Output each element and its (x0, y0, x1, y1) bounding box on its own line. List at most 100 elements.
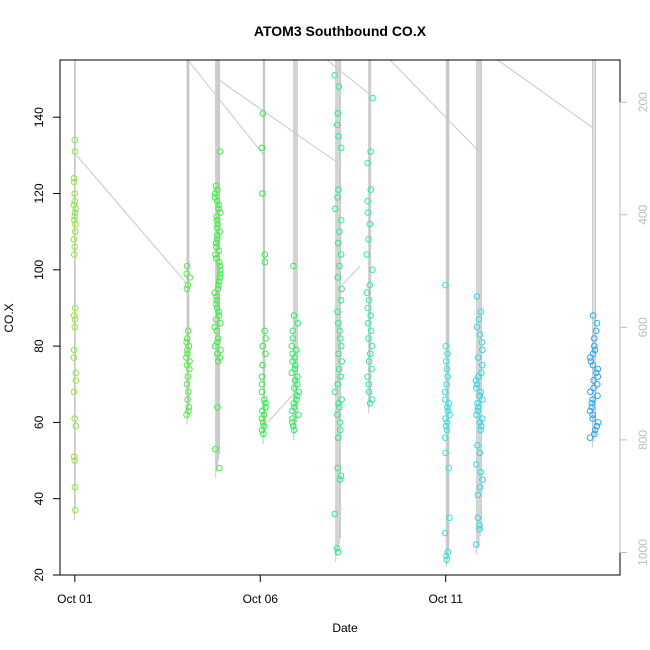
data-point (365, 335, 372, 342)
data-point (211, 342, 219, 350)
data-point (291, 403, 298, 411)
data-point (214, 186, 221, 194)
data-point (216, 274, 224, 281)
right-y-axis: 200 400 600 800 1000 (619, 92, 650, 566)
data-point (365, 380, 373, 388)
data-point (364, 159, 371, 167)
data-point (334, 110, 341, 117)
data-point (476, 525, 483, 533)
data-point (334, 411, 341, 419)
data-point (212, 300, 220, 308)
right-y-tick-label: 600 (636, 317, 650, 337)
data-point (334, 239, 342, 247)
data-point (258, 380, 266, 388)
data-point (364, 319, 372, 327)
right-y-tick-label: 200 (636, 92, 650, 112)
data-point (591, 346, 599, 354)
data-point (336, 262, 343, 270)
data-point (368, 396, 376, 403)
data-point (289, 422, 297, 430)
data-point (294, 319, 301, 327)
data-point (215, 258, 223, 266)
data-point (365, 297, 373, 304)
data-point (71, 483, 79, 491)
data-point (261, 251, 269, 258)
data-point (587, 354, 594, 361)
data-point (473, 461, 480, 468)
data-point (443, 365, 451, 373)
data-point (335, 186, 342, 194)
data-point (337, 342, 345, 350)
data-point (594, 373, 602, 380)
data-point (588, 400, 596, 407)
x-axis: Oct 01 Oct 06 Oct 11 (57, 574, 463, 606)
data-point (214, 220, 221, 228)
data-point (186, 365, 193, 373)
data-point (184, 327, 192, 335)
data-point (262, 400, 269, 407)
data-point (259, 361, 266, 369)
data-point (71, 190, 79, 197)
data-point (260, 396, 268, 403)
data-point (364, 373, 372, 380)
data-point (213, 297, 221, 304)
data-point (259, 110, 267, 117)
data-point (71, 243, 79, 251)
data-point (587, 388, 594, 396)
data-point (213, 213, 220, 220)
data-point (338, 285, 345, 293)
x-axis-label: Date (332, 621, 358, 635)
data-point (472, 541, 480, 548)
data-point (70, 354, 78, 361)
data-point (213, 197, 221, 205)
data-point (217, 266, 224, 274)
data-point (335, 365, 343, 373)
data-point (289, 415, 296, 422)
data-point (261, 327, 268, 335)
data-point (72, 377, 80, 384)
data-point (261, 258, 269, 266)
data-point (185, 403, 193, 411)
data-point (290, 262, 297, 270)
data-point (367, 148, 374, 155)
data-point (442, 342, 450, 350)
data-point (335, 132, 342, 140)
data-point (477, 468, 484, 476)
data-point (290, 312, 298, 319)
data-point (183, 262, 191, 270)
pressure-transit-line (76, 155, 189, 286)
data-point (334, 319, 342, 327)
data-point (593, 422, 601, 430)
data-point (260, 430, 267, 438)
data-point (473, 293, 481, 300)
data-point (213, 293, 220, 300)
data-point (216, 148, 224, 155)
data-point (333, 544, 341, 552)
data-point (366, 400, 374, 407)
data-point (184, 350, 191, 358)
data-point (444, 403, 451, 411)
data-point (71, 136, 79, 144)
pressure-transit-line (267, 391, 296, 423)
data-point (217, 319, 224, 327)
data-point (593, 380, 601, 388)
data-point (445, 400, 453, 407)
data-point (70, 251, 78, 258)
data-point (70, 235, 78, 243)
data-point (184, 281, 192, 289)
data-point (367, 186, 375, 194)
data-point (474, 403, 482, 411)
data-point (443, 552, 450, 560)
data-point (441, 388, 449, 396)
data-point (590, 335, 598, 342)
data-point (594, 365, 602, 373)
data-point (334, 464, 342, 472)
data-point (364, 197, 372, 205)
data-point (475, 316, 483, 323)
data-point (216, 464, 223, 472)
data-point (260, 422, 268, 430)
data-point (337, 472, 345, 480)
pressure-transit-line (497, 59, 595, 130)
data-point (442, 449, 449, 457)
data-point (367, 327, 375, 335)
